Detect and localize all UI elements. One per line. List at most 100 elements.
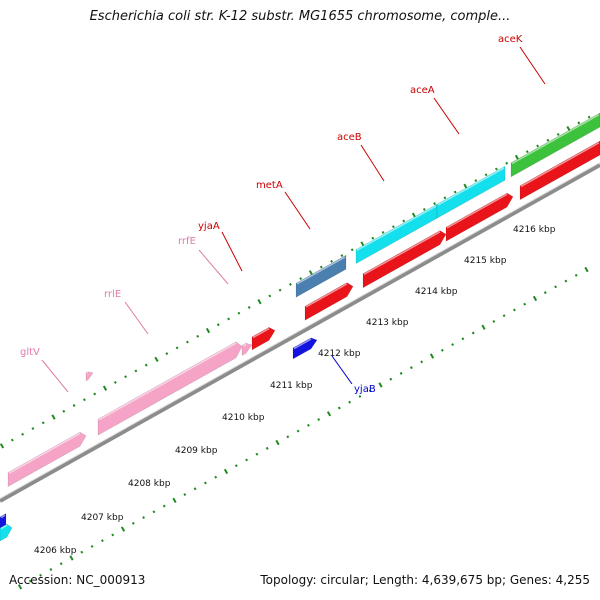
rrfE-small-feature-highlight bbox=[86, 372, 89, 375]
minor-tick bbox=[556, 132, 560, 136]
minor-tick bbox=[286, 435, 290, 439]
major-tick bbox=[481, 324, 486, 330]
major-tick bbox=[17, 584, 23, 590]
minor-tick bbox=[296, 429, 300, 433]
metA-feature-highlight bbox=[296, 256, 346, 285]
minor-tick bbox=[214, 475, 218, 479]
minor-tick bbox=[90, 544, 94, 548]
gene-label-rrlE[interactable]: rrlE bbox=[104, 289, 121, 300]
aceK-leader-line bbox=[519, 46, 546, 85]
minor-tick bbox=[554, 285, 558, 289]
aceA-feature-highlight bbox=[437, 167, 505, 206]
major-tick bbox=[514, 154, 520, 161]
minor-tick bbox=[196, 334, 200, 338]
tick-labels: 4206 kbp 4207 kbp 4208 kbp 4209 kbp 4210 kbp… bbox=[34, 225, 556, 556]
gene-label-aceB[interactable]: aceB bbox=[337, 132, 362, 143]
gene-features[interactable] bbox=[0, 112, 600, 542]
minor-tick bbox=[39, 573, 43, 577]
genome-stats-text: Topology: circular; Length: 4,639,675 bp… bbox=[260, 573, 590, 587]
major-tick bbox=[257, 299, 262, 305]
gene-label-rrfE[interactable]: rrfE bbox=[178, 236, 196, 247]
minor-tick bbox=[474, 179, 478, 183]
aceA-red-feature[interactable] bbox=[445, 192, 514, 242]
minor-tick bbox=[461, 337, 465, 341]
minor-tick bbox=[402, 219, 406, 223]
yjaA-feature[interactable] bbox=[251, 327, 276, 351]
rrfE-feature-highlight bbox=[242, 343, 247, 347]
major-tick bbox=[51, 414, 56, 420]
gene-label-yjaA[interactable]: yjaA bbox=[198, 221, 220, 232]
gltV-leader-line bbox=[41, 359, 69, 393]
tick-label: 4208 kbp bbox=[128, 479, 171, 489]
aceK-feature[interactable] bbox=[510, 112, 600, 178]
minor-tick bbox=[255, 452, 259, 456]
major-tick bbox=[102, 385, 108, 391]
backbone-highlight bbox=[0, 162, 600, 500]
major-tick bbox=[360, 241, 365, 247]
gene-label-yjaB[interactable]: yjaB bbox=[354, 384, 376, 395]
major-tick bbox=[429, 353, 435, 359]
tick-label: 4216 kbp bbox=[513, 225, 556, 235]
rrfE-feature[interactable] bbox=[241, 342, 253, 356]
upper-tick-row bbox=[0, 115, 591, 449]
gene-label-aceA[interactable]: aceA bbox=[410, 85, 435, 96]
minor-tick bbox=[340, 254, 344, 257]
rrlE-feature[interactable] bbox=[97, 341, 243, 436]
gltV-feature[interactable] bbox=[7, 431, 87, 488]
minor-tick bbox=[237, 311, 241, 315]
minor-tick bbox=[21, 432, 25, 436]
minor-tick bbox=[492, 320, 496, 323]
tick-label: 4211 kbp bbox=[270, 381, 313, 391]
aceB-leader-line bbox=[360, 144, 385, 182]
minor-tick bbox=[471, 331, 475, 335]
minor-tick bbox=[288, 282, 292, 286]
major-tick bbox=[205, 327, 211, 334]
rrfE-small-feature[interactable] bbox=[85, 371, 94, 382]
left-cyan-feature-highlight bbox=[0, 524, 8, 530]
minor-tick bbox=[193, 487, 197, 491]
metA-feature[interactable] bbox=[295, 254, 347, 298]
metA-red-feature[interactable] bbox=[304, 282, 354, 321]
major-tick bbox=[411, 212, 417, 218]
gene-label-aceK[interactable]: aceK bbox=[498, 34, 523, 45]
major-tick bbox=[532, 295, 538, 302]
rrfE-leader-line bbox=[198, 249, 229, 285]
minor-tick bbox=[124, 375, 128, 379]
major-tick bbox=[154, 356, 159, 363]
tick-label: 4214 kbp bbox=[415, 287, 458, 297]
aceK-red-feature[interactable] bbox=[519, 140, 600, 201]
gene-label-metA[interactable]: metA bbox=[256, 180, 283, 191]
minor-tick bbox=[391, 225, 395, 229]
yjaB-feature[interactable] bbox=[292, 337, 318, 360]
aceB-red-feature[interactable] bbox=[362, 230, 447, 289]
minor-tick bbox=[451, 343, 455, 346]
minor-tick bbox=[216, 323, 220, 327]
yjaB-leader-line bbox=[331, 355, 353, 385]
minor-tick bbox=[368, 389, 372, 393]
yjaB-feature-highlight bbox=[293, 338, 312, 350]
major-tick bbox=[275, 439, 280, 446]
minor-tick bbox=[183, 493, 187, 496]
major-tick bbox=[69, 555, 74, 561]
accession-text: Accession: NC_000913 bbox=[9, 573, 146, 587]
rrlE-feature-highlight bbox=[98, 342, 237, 421]
minor-tick bbox=[59, 562, 63, 566]
minor-tick bbox=[358, 395, 362, 398]
left-blue-feature-highlight bbox=[0, 514, 6, 519]
minor-tick bbox=[113, 380, 117, 384]
minor-tick bbox=[152, 510, 156, 514]
tick-rows bbox=[0, 115, 591, 590]
minor-tick bbox=[100, 539, 104, 543]
backbone-line bbox=[0, 163, 600, 503]
gene-label-gltV[interactable]: gltV bbox=[20, 347, 40, 358]
yjaA-feature-highlight bbox=[252, 327, 270, 339]
minor-tick bbox=[523, 302, 527, 306]
aceA-feature[interactable] bbox=[436, 165, 506, 219]
tick-label: 4212 kbp bbox=[318, 349, 361, 359]
minor-tick bbox=[564, 279, 568, 283]
aceB-red-feature-highlight bbox=[363, 231, 441, 276]
minor-tick bbox=[440, 348, 444, 352]
aceA-leader-line bbox=[433, 97, 460, 135]
